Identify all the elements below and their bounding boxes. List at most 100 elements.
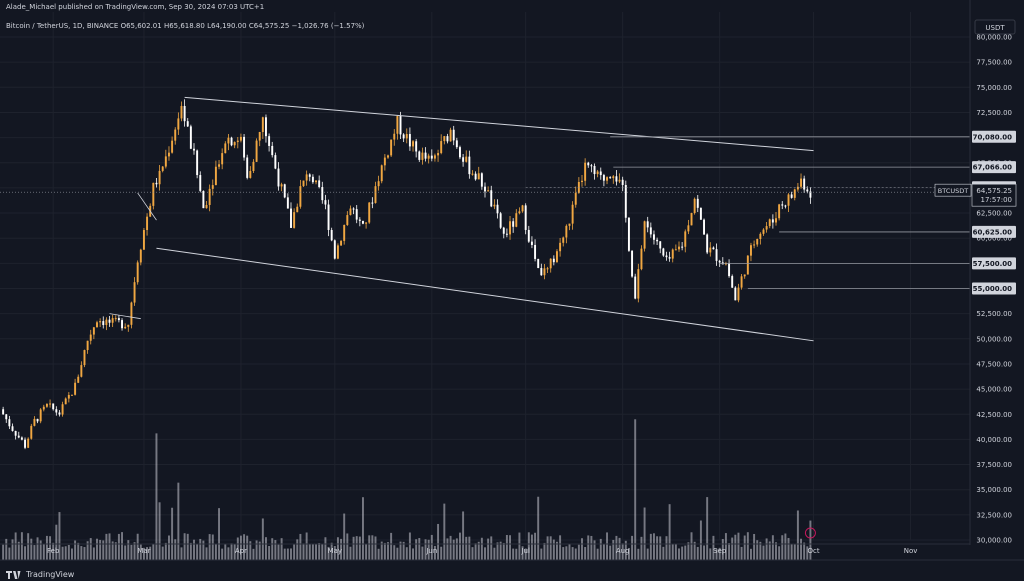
volume-bar: [86, 541, 89, 561]
volume-bar: [164, 542, 167, 561]
candle-body: [693, 198, 696, 214]
volume-bar: [699, 520, 702, 561]
price-axis[interactable]: USDT 80,000.00 77,500.00 75,000.00 72,500.00…: [934, 0, 1017, 545]
candle-body: [89, 334, 92, 341]
volume-bar: [709, 548, 712, 561]
candle-body: [355, 209, 358, 220]
candle-body: [771, 219, 774, 223]
trendlines[interactable]: [0, 96, 970, 342]
volume-bar: [239, 535, 242, 561]
candle-body: [462, 157, 465, 162]
time-axis[interactable]: Feb Mar Apr May Jun Jul Aug Sep Oct Nov: [0, 527, 1024, 561]
currency-badge[interactable]: [974, 19, 1016, 35]
candle-body: [264, 117, 267, 137]
candle-body: [5, 414, 8, 420]
price-tick-label: 52,500.00: [976, 310, 1012, 318]
tradingview-logo[interactable]: TradingView: [6, 570, 74, 579]
candle-body: [615, 176, 618, 182]
candle-body: [186, 121, 189, 127]
candle-body: [202, 190, 205, 209]
volume-bar: [171, 507, 174, 561]
volume-bar: [696, 546, 699, 561]
volume-bar: [211, 534, 214, 561]
flag-line[interactable]: [109, 313, 141, 320]
candle-body: [509, 221, 512, 235]
candle-body: [521, 205, 524, 212]
ohlc-change: −1,026.76 (−1.57%): [291, 22, 365, 30]
volume-bar: [728, 543, 731, 561]
volume-bar: [737, 532, 740, 561]
candle-body: [327, 204, 330, 230]
volume-bar: [499, 541, 502, 561]
volume-bar: [258, 541, 261, 561]
volume-bar: [721, 539, 724, 561]
time-tick-label: Mar: [137, 547, 150, 555]
volume-bar: [743, 535, 746, 561]
candle-body: [371, 202, 374, 204]
candle-body: [396, 116, 399, 134]
volume-bar: [593, 540, 596, 561]
candle-body: [803, 178, 806, 190]
ohlc-low: L64,190.00: [207, 22, 247, 30]
volume-bar: [565, 546, 568, 561]
candle-body: [390, 139, 393, 156]
candle-body: [239, 136, 242, 141]
volume-bar: [296, 539, 299, 561]
event-icon[interactable]: [804, 527, 816, 539]
volume-bar: [377, 548, 380, 561]
volume-bar: [196, 543, 199, 561]
volume-bar: [715, 548, 718, 561]
volume-bar: [452, 539, 455, 561]
price-tick-label: 77,500.00: [976, 59, 1012, 67]
candle-body: [133, 282, 136, 303]
volume-bar: [662, 546, 665, 561]
candle-body: [67, 395, 70, 399]
volume-bar: [609, 545, 612, 561]
candle-body: [743, 274, 746, 277]
candle-body: [424, 152, 427, 159]
volume-bar: [17, 541, 20, 561]
candle-body: [45, 403, 48, 407]
candle-body: [437, 153, 440, 156]
volume-bar: [455, 538, 458, 561]
volume-bar: [530, 534, 533, 561]
candle-body: [36, 418, 39, 422]
channel-upper-line[interactable]: [184, 96, 814, 152]
candle-body: [33, 418, 36, 426]
candle-body: [274, 155, 277, 169]
candle-body: [368, 202, 371, 223]
volume-bar: [693, 541, 696, 561]
candle-body: [631, 250, 634, 277]
symbol-name: Bitcoin / TetherUS, 1D, BINANCE: [6, 22, 119, 30]
candle-body: [806, 189, 809, 192]
candle-body: [715, 249, 718, 261]
candle-body: [668, 257, 671, 259]
candle-body: [230, 137, 233, 146]
volume-bar: [387, 542, 389, 561]
candle-body: [546, 268, 549, 270]
volume-bar: [349, 546, 352, 561]
volume-bar: [549, 536, 552, 561]
volume-bar: [299, 533, 302, 561]
candle-body: [349, 208, 352, 216]
candle-body: [296, 206, 299, 213]
volume-bar: [139, 544, 142, 561]
channel-lower-line[interactable]: [156, 247, 814, 342]
candle-body: [377, 181, 380, 187]
volume-bar: [734, 534, 737, 561]
candle-body: [418, 151, 421, 160]
price-tick-label: 72,500.00: [976, 109, 1012, 117]
volume-bar: [803, 542, 806, 561]
candle-body: [746, 255, 749, 275]
candle-body: [505, 233, 508, 235]
volume-bar: [399, 541, 402, 561]
flag-line[interactable]: [137, 192, 157, 221]
candle-body: [214, 166, 217, 186]
candle-body: [221, 153, 224, 165]
volume-bar: [543, 542, 546, 561]
volume-bar: [712, 535, 715, 561]
candle-body: [681, 246, 684, 248]
volume-bar: [236, 537, 239, 561]
candle-body: [86, 340, 89, 351]
